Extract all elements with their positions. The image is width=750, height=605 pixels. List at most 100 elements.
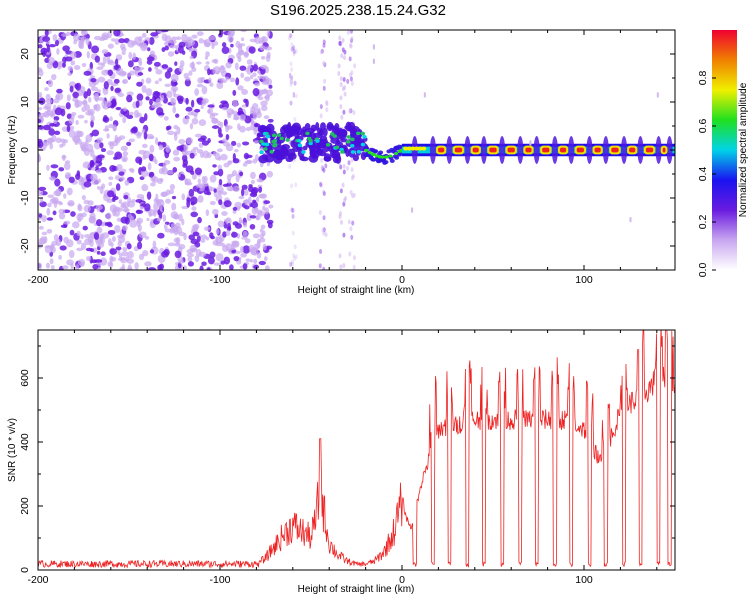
noise-blob (226, 173, 232, 181)
noise-blob (115, 183, 121, 191)
noise-blob (99, 142, 104, 149)
noise-blob (249, 38, 257, 43)
noise-blob (236, 142, 242, 148)
noise-blob (247, 196, 252, 205)
noise-blob (39, 197, 44, 203)
streak-blob (324, 232, 328, 238)
noise-blob (207, 256, 215, 265)
noise-blob (71, 221, 80, 229)
noise-blob (230, 30, 236, 37)
noise-blob (186, 137, 193, 145)
streak-blob (353, 63, 357, 69)
noise-blob (257, 209, 263, 216)
noise-blob (267, 222, 273, 229)
onset-core (330, 132, 335, 136)
noise-blob (218, 133, 224, 138)
noise-blob (112, 206, 121, 212)
noise-blob (187, 111, 194, 116)
streak-blob (352, 255, 356, 261)
noise-blob (264, 265, 270, 270)
noise-blob (60, 224, 67, 228)
noise-blob (123, 194, 129, 200)
noise-blob (189, 55, 194, 60)
noise-blob (127, 60, 134, 68)
noise-blob (59, 143, 64, 148)
noise-blob (103, 81, 109, 90)
onset-core (356, 131, 361, 136)
noise-blob (189, 152, 195, 159)
noise-blob (257, 96, 264, 101)
noise-blob (122, 151, 129, 157)
noise-blob (260, 100, 268, 107)
spectrogram-heatmap (38, 30, 675, 270)
noise-blob (76, 213, 84, 221)
streak-blob (291, 230, 295, 236)
noise-blob (83, 181, 92, 188)
dip-core (383, 155, 388, 159)
noise-blob (153, 61, 161, 67)
noise-blob (166, 170, 174, 175)
noise-blob (145, 77, 152, 84)
noise-blob (171, 36, 177, 41)
noise-blob (194, 167, 203, 175)
snr-y-label: SNR (10 * v/v) (7, 418, 18, 482)
noise-blob (222, 183, 229, 188)
colorbar-tick-label: 0.4 (697, 167, 709, 182)
noise-blob (154, 137, 159, 145)
noise-blob (204, 38, 212, 47)
onset-core (271, 133, 277, 138)
noise-blob (96, 219, 103, 227)
noise-blob (173, 132, 178, 141)
noise-blob (128, 138, 136, 143)
noise-blob (229, 186, 234, 192)
streak-blob (349, 189, 353, 195)
noise-blob (186, 116, 191, 120)
noise-blob (94, 55, 101, 63)
noise-blob (178, 243, 186, 250)
noise-blob (96, 89, 102, 94)
onset-core (346, 135, 351, 139)
noise-blob (80, 233, 84, 240)
noise-blob (245, 258, 251, 262)
noise-blob (114, 38, 120, 45)
noise-blob (113, 65, 119, 70)
snr-axes: -200 -100 0 100 0 200 400 600 (19, 330, 675, 586)
noise-blob (175, 226, 183, 234)
tone-segment-red (507, 147, 515, 153)
tone-pulse (621, 136, 628, 164)
noise-blob (209, 251, 216, 258)
noise-blob (221, 107, 228, 111)
noise-blob (202, 150, 210, 159)
noise-blob (38, 67, 43, 72)
noise-blob (223, 256, 231, 265)
noise-blob (155, 69, 163, 75)
noise-blob (185, 97, 189, 105)
noise-blob (239, 65, 247, 71)
noise-blob (47, 202, 52, 208)
noise-blob (149, 249, 155, 254)
noise-blob (225, 144, 234, 152)
noise-blob (249, 110, 255, 115)
noise-blob (55, 188, 62, 197)
noise-blob (258, 186, 263, 193)
noise-blob (134, 36, 142, 45)
spectrogram-x-label: Height of straight line (km) (298, 285, 415, 296)
noise-blob (74, 130, 83, 138)
noise-blob (106, 198, 113, 204)
noise-blob (70, 211, 76, 217)
dip-blob (382, 160, 388, 165)
tone-start-dot (403, 146, 409, 151)
noise-blob (261, 105, 268, 112)
noise-blob (250, 171, 256, 180)
noise-blob (266, 30, 271, 37)
noise-blob (48, 128, 55, 136)
noise-blob (146, 191, 152, 200)
noise-blob (66, 187, 73, 196)
noise-blob (128, 51, 133, 60)
noise-blob (107, 43, 114, 49)
noise-blob (83, 91, 88, 99)
noise-blob (150, 182, 156, 187)
noise-blob (161, 47, 166, 52)
noise-blob (150, 219, 155, 226)
noise-blob (188, 234, 196, 241)
